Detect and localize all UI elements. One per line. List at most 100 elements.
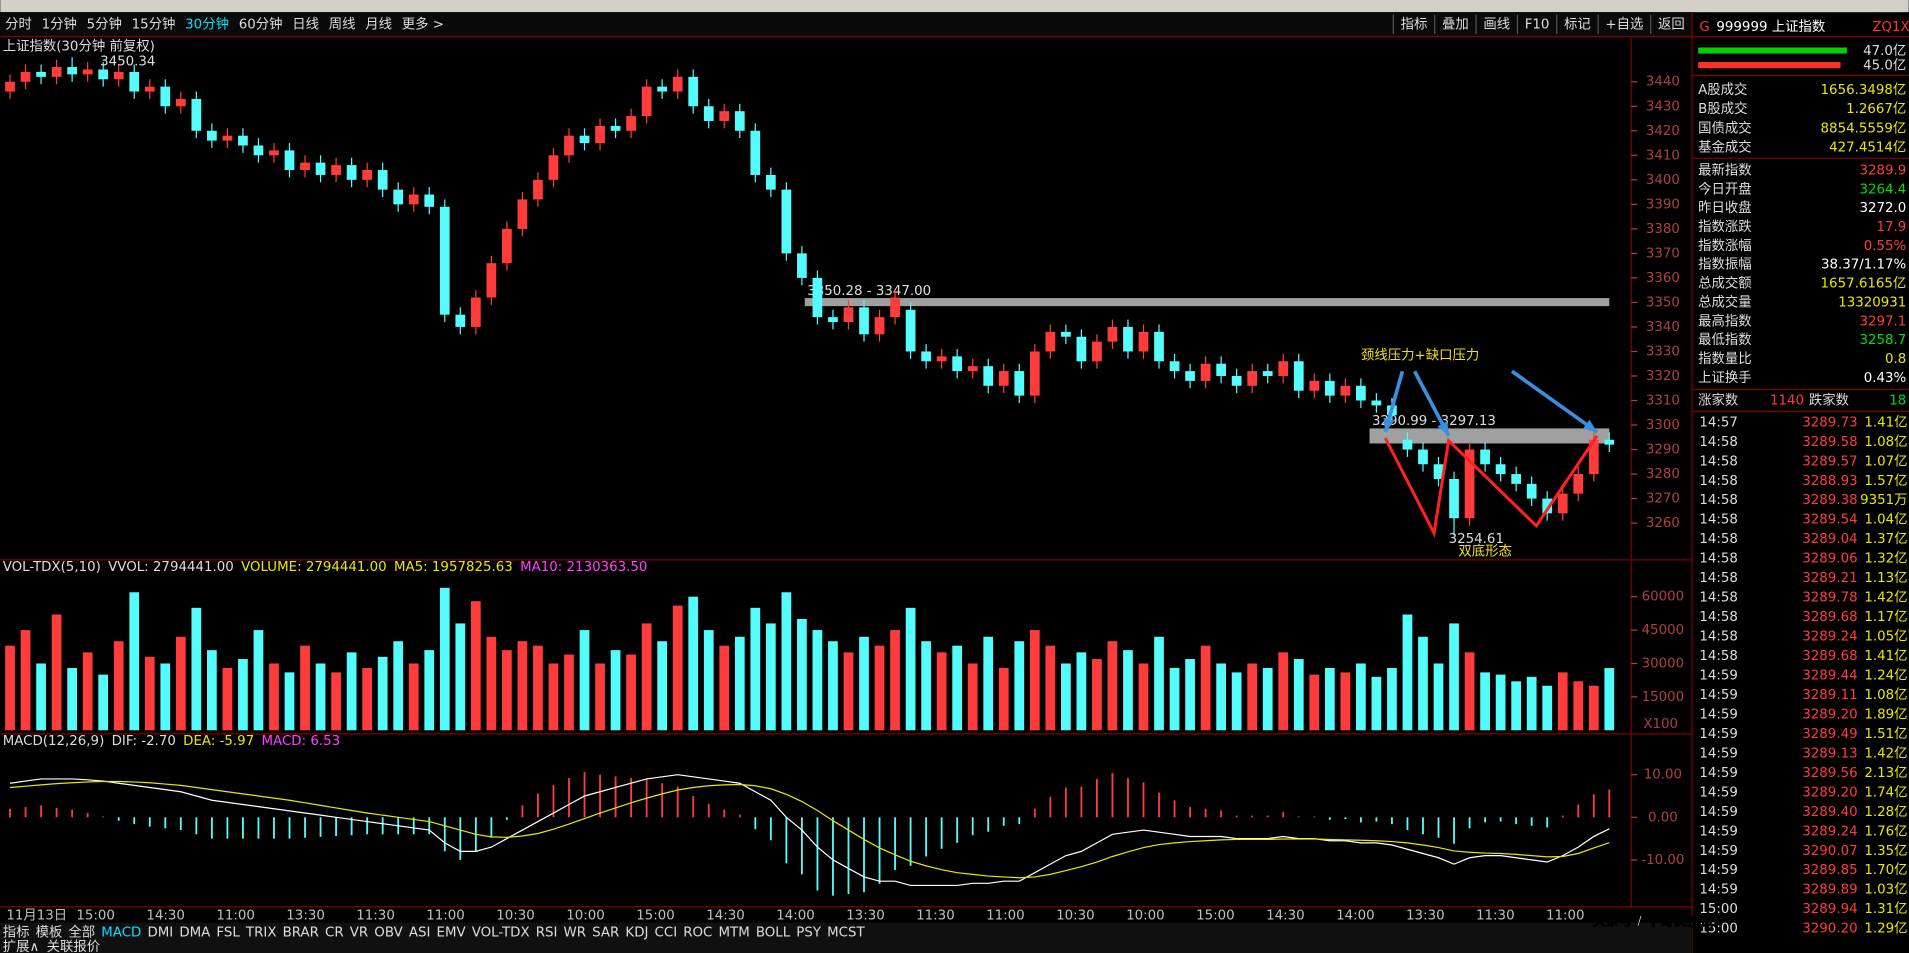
x-tick-label: 11:00 [426, 908, 465, 923]
indicator-tab[interactable]: PSY [796, 925, 822, 940]
volume-bar [1573, 681, 1584, 731]
tick-price: 3289.57 [1802, 454, 1857, 469]
candle-body [175, 98, 186, 107]
tick-volume: 1.08亿 [1864, 687, 1907, 703]
macd-dif-line [9, 774, 1610, 887]
indicator-tab[interactable]: BRAR [283, 925, 319, 940]
x-tick-label: 15:00 [1196, 908, 1235, 923]
tick-time: 14:59 [1699, 844, 1738, 859]
candle-body [238, 135, 248, 146]
candle-body [129, 71, 140, 92]
zone-label: 3350.28 - 3347.00 [807, 284, 931, 299]
unit-label: X100 [1643, 717, 1678, 732]
ratio-bar [1698, 62, 1841, 69]
menu-tab[interactable]: 5分钟 [87, 15, 122, 32]
tick-volume: 1.42亿 [1864, 590, 1907, 606]
tool-button[interactable]: +自选 [1605, 16, 1643, 32]
x-tick-label: 14:30 [146, 908, 185, 923]
menu-tab[interactable]: 月线 [365, 16, 392, 32]
candle-body [1371, 400, 1382, 406]
volume-bar [797, 618, 807, 731]
menu-tab[interactable]: 60分钟 [239, 15, 283, 32]
tick-time: 14:59 [1699, 785, 1738, 800]
menu-tab[interactable]: 更多 > [402, 15, 444, 32]
tick-time: 14:58 [1699, 474, 1738, 489]
candle-body [1480, 449, 1490, 465]
menu-strip [0, 0, 1909, 13]
footer-link[interactable]: 关联报价 [47, 939, 101, 953]
x-tick-label: 11月13日 [6, 908, 67, 923]
tool-button[interactable]: 标记 [1564, 16, 1591, 32]
volume-bar [812, 630, 823, 731]
indicator-tab[interactable]: VR [350, 925, 368, 940]
tool-button[interactable]: 画线 [1483, 16, 1510, 32]
indicator-tab[interactable]: 全部 [68, 923, 95, 940]
indicator-tab[interactable]: TRIX [245, 925, 277, 940]
footer-link[interactable]: 扩展∧ [3, 939, 40, 953]
zone-label: 3290.99 - 3297.13 [1372, 414, 1496, 429]
tick-price: 3290.07 [1802, 844, 1857, 859]
tick-time: 14:58 [1699, 571, 1738, 586]
tick-time: 15:00 [1699, 902, 1738, 917]
indicator-tab[interactable]: 指标 [3, 924, 30, 940]
volume-bar [1107, 641, 1118, 731]
indicator-tab[interactable]: MTM [718, 925, 749, 940]
tool-button[interactable]: 返回 [1658, 16, 1685, 32]
indicator-tab[interactable]: ASI [409, 925, 431, 940]
indicator-tab[interactable]: OBV [374, 925, 403, 940]
volume-bar [191, 607, 202, 731]
tool-button[interactable]: F10 [1525, 17, 1550, 32]
indicator-tab[interactable]: CCI [655, 925, 678, 940]
volume-bar [967, 663, 978, 731]
indicator-tab[interactable]: FSL [216, 925, 240, 940]
menu-tab[interactable]: 日线 [292, 16, 319, 32]
y-tick-label: 60000 [1642, 590, 1685, 605]
indicator-tab[interactable]: SAR [592, 925, 619, 940]
volume-bar [1526, 676, 1537, 731]
y-tick-label: 3330 [1646, 344, 1680, 359]
indicator-tab[interactable]: RSI [536, 925, 558, 940]
menu-tab[interactable]: 15分钟 [132, 15, 176, 32]
volume-bar [1060, 663, 1071, 731]
indicator-tab[interactable]: WR [564, 925, 587, 940]
menu-tab[interactable]: 1分钟 [42, 15, 77, 32]
tick-time: 14:59 [1699, 668, 1738, 683]
quote-label: 最低指数 [1698, 332, 1752, 348]
indicator-tab[interactable]: ROC [683, 925, 712, 940]
indicator-tab[interactable]: CR [325, 925, 344, 940]
menu-tab[interactable]: 周线 [329, 16, 356, 32]
volume-bar [1154, 636, 1164, 731]
indicator-tab[interactable]: BOLL [756, 925, 791, 940]
tick-time: 14:59 [1699, 746, 1738, 761]
indicator-tab[interactable]: EMV [437, 925, 467, 940]
volume-bar [160, 663, 171, 731]
tick-price: 3289.24 [1802, 630, 1857, 645]
candle-body [424, 194, 435, 207]
tool-button[interactable]: 叠加 [1442, 16, 1469, 32]
volume-bar [1464, 652, 1475, 731]
menu-tab[interactable]: 分时 [5, 16, 32, 32]
volume-bar [1418, 636, 1428, 731]
indicator-tab[interactable]: DMI [147, 925, 173, 940]
candle-body [921, 351, 931, 362]
indicator-tab[interactable]: KDJ [625, 925, 648, 940]
tick-volume: 1.41亿 [1864, 414, 1907, 430]
volume-bar [1356, 663, 1366, 731]
tick-volume: 1.89亿 [1864, 706, 1907, 722]
candle-body [160, 86, 171, 107]
candle-body [1231, 375, 1242, 386]
volume-bar [548, 663, 559, 731]
indicator-tab[interactable]: VOL-TDX [472, 925, 530, 940]
volume-bar [905, 607, 916, 731]
candle-body [936, 356, 947, 362]
candle-body [657, 86, 668, 92]
indicator-tab[interactable]: DMA [179, 925, 211, 940]
indicator-tab[interactable]: MACD [101, 925, 141, 940]
tick-price: 3289.78 [1802, 591, 1857, 606]
menu-tab[interactable]: 30分钟 [185, 15, 229, 32]
tool-button[interactable]: 指标 [1401, 16, 1428, 32]
indicator-tab[interactable]: 模板 [36, 924, 63, 940]
indicator-tab[interactable]: MCST [827, 925, 865, 940]
breadth-item: 1140 [1770, 393, 1804, 408]
macd-header: MACD(12,26,9) [3, 734, 105, 749]
